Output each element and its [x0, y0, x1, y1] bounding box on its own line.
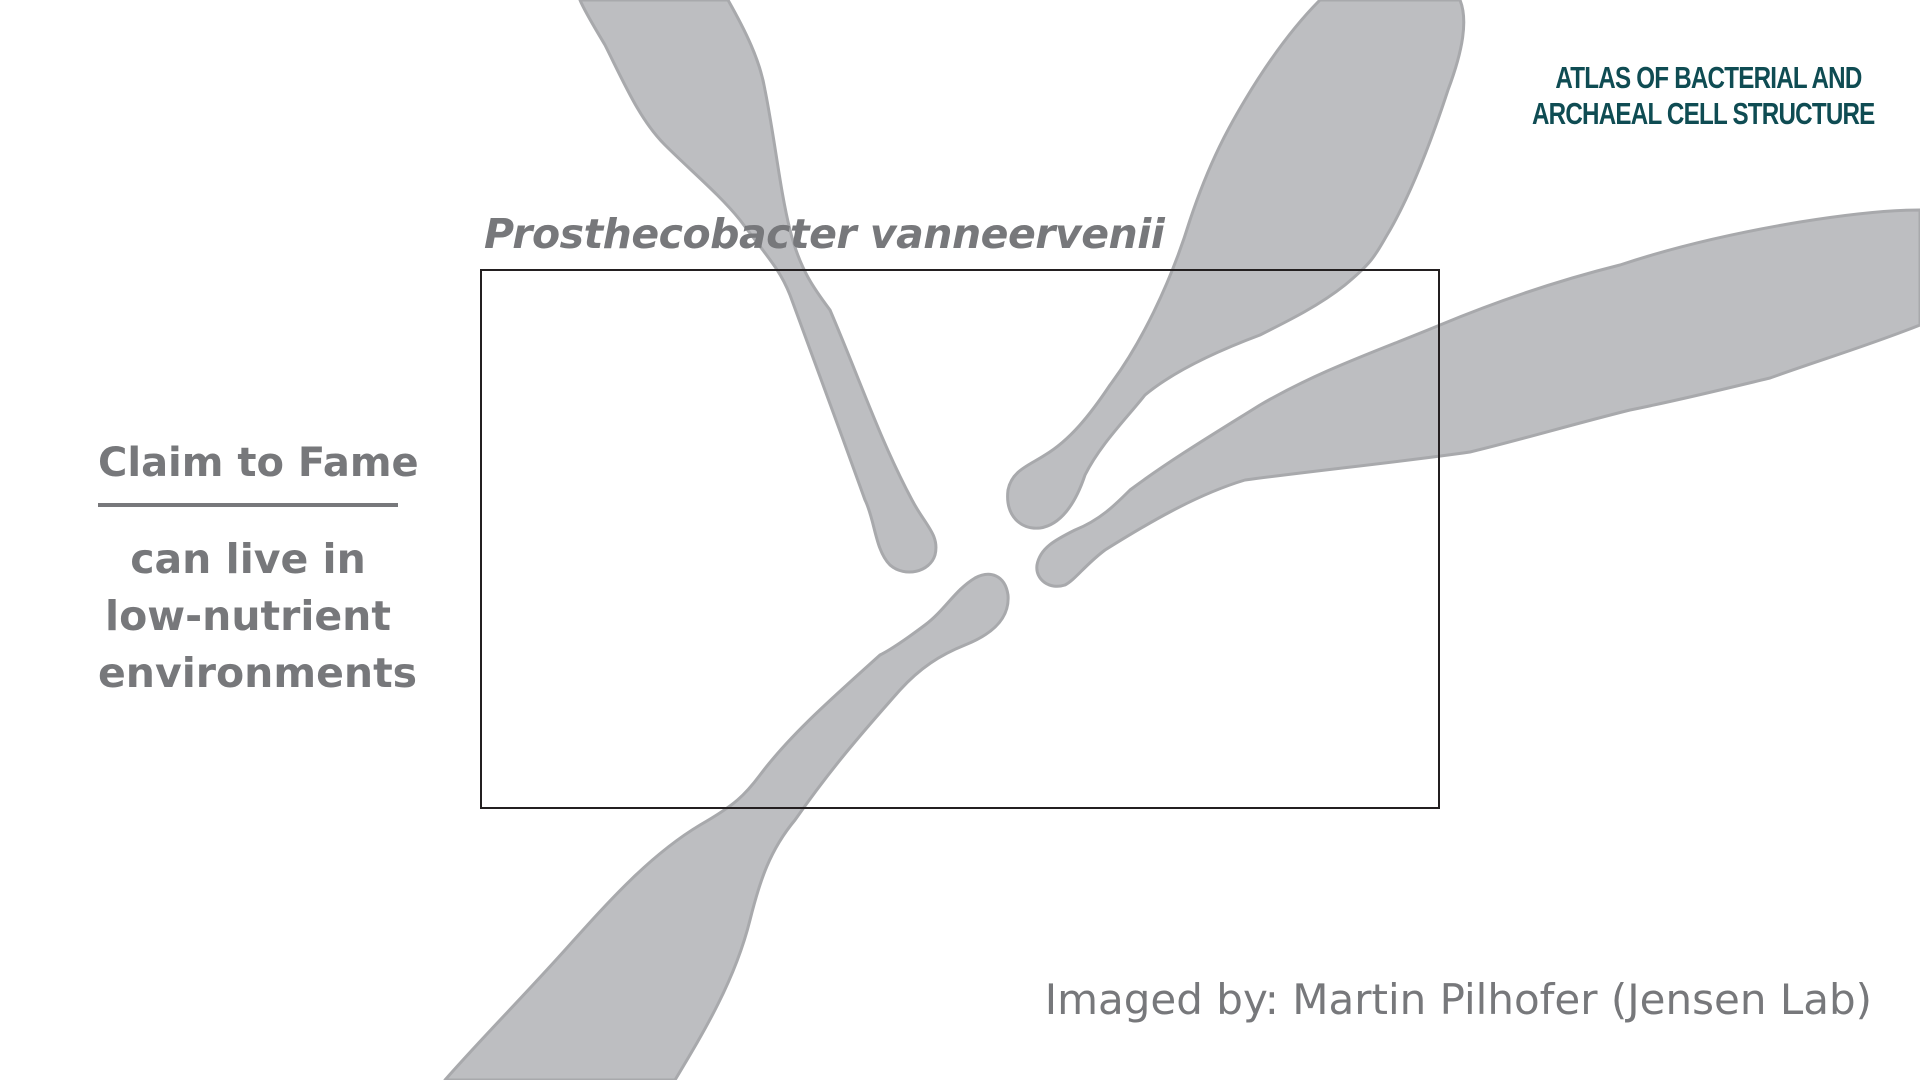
species-title: Prosthecobacter vanneervenii — [484, 210, 1165, 258]
logo-line-2: Archaeal Cell Structure — [1532, 96, 1875, 131]
image-credit: Imaged by: Martin Pilhofer (Jensen Lab) — [1044, 975, 1872, 1024]
atlas-logo: Atlas of Bacterial and Archaeal Cell Str… — [1532, 60, 1875, 132]
cell-top-left — [578, 0, 938, 574]
cell-bottom-left — [443, 572, 1010, 1080]
image-frame — [480, 269, 1440, 809]
cell-right — [1035, 208, 1920, 588]
cell-top-right — [1006, 0, 1466, 530]
claim-heading: Claim to Fame — [98, 440, 419, 486]
claim-text: can live in low-nutrient environments — [98, 535, 418, 697]
claim-to-fame-panel: Claim to Fame can live in low-nutrient e… — [98, 435, 419, 702]
claim-divider — [98, 503, 398, 507]
logo-line-1: Atlas of Bacterial and — [1555, 60, 1862, 95]
